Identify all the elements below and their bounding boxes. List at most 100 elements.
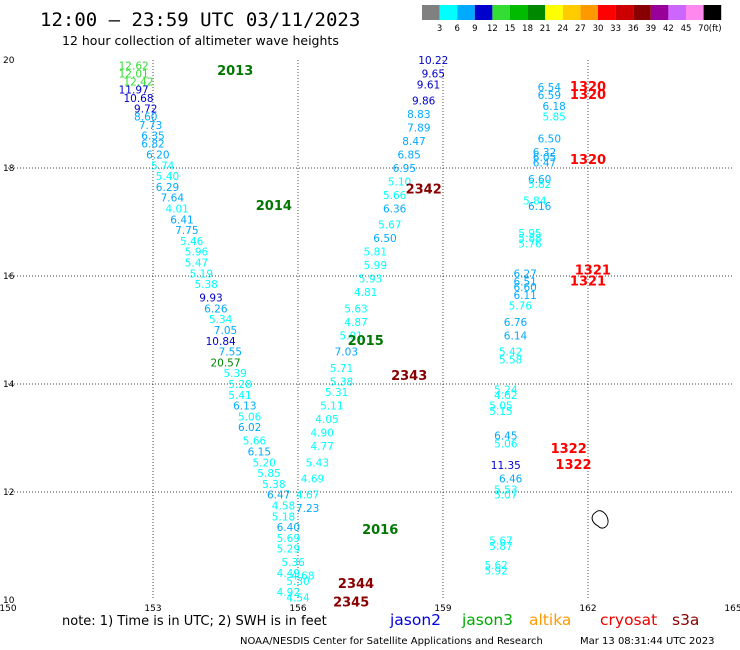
pass-label: 2014: [256, 199, 292, 214]
wave-height-point: 5.24: [494, 384, 518, 396]
wave-height-point: 8.83: [407, 109, 430, 121]
footer-timestamp: Mar 13 08:31:44 UTC 2023: [580, 636, 715, 647]
wave-height-point: 5.15: [489, 406, 512, 418]
wave-height-point: 6.82: [141, 139, 164, 151]
wave-height-point: 11.35: [491, 460, 521, 472]
wave-height-point: 5.18: [272, 511, 295, 523]
legend-bin-label: 36: [628, 24, 639, 34]
wave-height-point: 9.93: [199, 293, 222, 305]
pass-label: 1322: [551, 442, 587, 457]
wave-height-point: 6.05: [533, 152, 556, 164]
pass-label: 1321: [570, 274, 606, 289]
mission-label: altika: [529, 611, 571, 629]
wave-height-point: 20.57: [210, 357, 240, 369]
wave-height-point: 6.54: [538, 82, 562, 94]
pass-label: 2343: [391, 369, 427, 384]
wave-height-point: 6.29: [156, 182, 179, 194]
wave-height-point: 5.58: [499, 355, 522, 367]
wave-height-point: 5.43: [306, 457, 329, 469]
wave-height-point: 5.81: [364, 247, 387, 259]
wave-height-point: 6.27: [513, 268, 536, 280]
x-tick-label: 162: [579, 604, 596, 614]
pass-label: 2344: [338, 577, 374, 592]
wave-height-point: 9.61: [417, 79, 440, 91]
wave-height-point: 4.87: [344, 317, 367, 329]
wave-height-point: 11.97: [119, 85, 149, 97]
footer-note: note: 1) Time is in UTC; 2) SWH is in fe…: [62, 614, 327, 629]
wave-height-point: 4.90: [310, 428, 333, 440]
wave-height-point: 6.51: [513, 276, 536, 288]
wave-height-point: 6.85: [397, 150, 420, 162]
wave-height-point: 5.11: [320, 401, 343, 413]
axis-tick-labels: 150 153 156 159 162 165 10 12 14 16 18 20: [0, 56, 740, 614]
wave-height-point: 6.50: [373, 233, 396, 245]
mission-label: s3a: [672, 611, 699, 629]
legend-color-swatch: [474, 5, 493, 20]
wave-height-point: 6.41: [170, 214, 193, 226]
wave-height-point: 4.05: [315, 414, 338, 426]
legend-color-swatch: [668, 5, 686, 20]
wave-height-point: 5.76: [509, 301, 533, 313]
wave-height-point: 5.19: [190, 268, 213, 280]
grid-lines: [8, 60, 733, 600]
pass-label: 1320: [570, 153, 606, 168]
pass-label: 2013: [217, 64, 253, 79]
chart-title: 12:00 – 23:59 UTC 03/11/2023: [40, 9, 360, 31]
wave-height-point: 10.22: [418, 55, 448, 67]
wave-height-point: 8.47: [402, 136, 425, 148]
wave-height-point: 5.38: [330, 376, 353, 388]
wave-height-point: 6.47: [267, 490, 290, 502]
wave-height-point: 5.88: [518, 233, 541, 245]
wave-height-point: 5.82: [528, 179, 551, 191]
x-tick-label: 156: [289, 604, 306, 614]
legend-color-swatch: [598, 5, 616, 20]
wave-height-point: 6.35: [141, 131, 164, 143]
wave-height-point: 6.76: [504, 317, 528, 329]
legend-bin-label: 6: [454, 24, 459, 34]
wave-height-point: 4.81: [354, 287, 377, 299]
legend-bin-label: 24: [557, 24, 568, 34]
wave-height-point: 5.06: [494, 438, 518, 450]
wave-height-point: 5.30: [286, 576, 309, 588]
wave-height-point: 7.73: [139, 120, 162, 132]
wave-height-point: 6.11: [513, 290, 536, 302]
wave-height-point: 5.62: [484, 560, 507, 572]
y-tick-label: 10: [3, 596, 15, 606]
wave-height-point: 6.47: [533, 158, 556, 170]
wave-height-point: 5.47: [185, 258, 208, 270]
legend-bin-label: 9: [472, 24, 477, 34]
mission-label: jason2: [389, 611, 441, 629]
wave-height-point: 5.76: [518, 239, 542, 251]
wave-height-point: 7.03: [335, 347, 358, 359]
legend-bin-label: 21: [540, 24, 551, 34]
wave-height-point: 10.84: [206, 336, 236, 348]
legend-color-swatch: [510, 5, 528, 20]
legend-bin-label: 70: [698, 24, 709, 34]
x-tick-label: 153: [144, 604, 161, 614]
wave-height-point: 6.60: [513, 282, 536, 294]
wave-height-point: 5.31: [325, 387, 348, 399]
wave-height-point: 8.60: [134, 112, 157, 124]
pass-label: 2016: [362, 523, 398, 538]
wave-height-point: 5.28: [228, 379, 251, 391]
wave-height-point: 4.68: [291, 571, 314, 583]
wave-height-point: 5.42: [499, 347, 522, 359]
island-outline: [591, 510, 609, 529]
wave-height-point: 5.66: [383, 190, 407, 202]
wave-height-point: 7.75: [175, 225, 198, 237]
wave-height-point: 9.65: [422, 69, 445, 81]
wave-height-point: 6.36: [383, 204, 407, 216]
legend-color-swatch: [527, 5, 546, 20]
wave-height-point: 5.74: [151, 160, 175, 172]
chart-subtitle: 12 hour collection of altimeter wave hei…: [62, 33, 339, 48]
wave-height-point: 5.36: [281, 557, 305, 569]
data-points: 12.6212.0112.4211.9710.689.728.607.736.3…: [119, 55, 566, 604]
wave-height-point: 5.39: [223, 368, 246, 380]
legend-bin-label: 3: [437, 24, 442, 34]
legend-bin-label: 12: [487, 24, 498, 34]
wave-height-point: 4.49: [277, 568, 300, 580]
legend-bin-label: 45: [681, 24, 692, 34]
legend-bin-label: 18: [522, 24, 533, 34]
wave-height-point: 5.66: [243, 436, 267, 448]
